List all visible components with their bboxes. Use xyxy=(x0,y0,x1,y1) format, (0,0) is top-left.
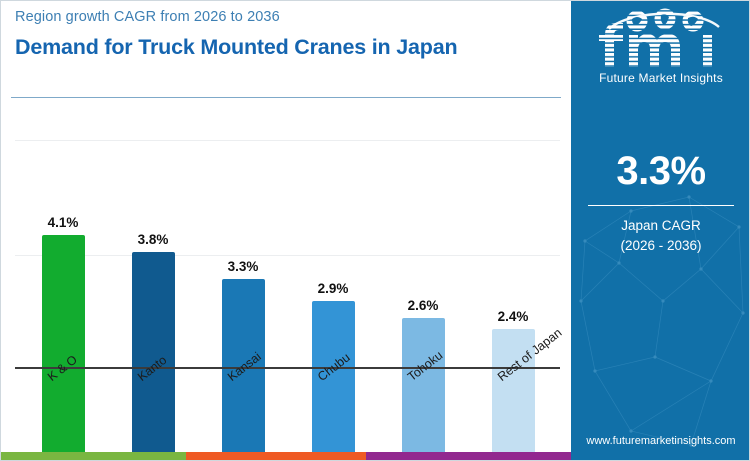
bar-chart-plot-area xyxy=(15,105,560,368)
branding-panel: Future Market Insights 3.3% Japan CAGR (… xyxy=(571,1,749,460)
color-strip-segment-purple xyxy=(365,452,571,460)
fmi-logo-mark xyxy=(599,8,720,67)
bar-value-label: 3.8% xyxy=(137,231,169,247)
x-axis-line xyxy=(15,367,560,369)
bar-group[interactable]: 4.1% xyxy=(41,96,85,460)
fmi-logo-tagline: Future Market Insights xyxy=(599,71,723,85)
color-strip-segment-green xyxy=(1,452,187,460)
stat-value: 3.3% xyxy=(616,149,706,193)
bar-rect[interactable] xyxy=(401,318,445,460)
gridline xyxy=(15,140,560,141)
bar-group[interactable]: 2.6% xyxy=(401,96,445,460)
network-pattern-decoration xyxy=(579,195,745,447)
bar-group[interactable]: 2.9% xyxy=(311,96,355,460)
gridline xyxy=(15,255,560,256)
bar-group[interactable]: 3.8% xyxy=(131,96,175,460)
stat-highlight: 3.3% Japan CAGR (2026 - 2036) xyxy=(571,149,749,255)
bar-rect[interactable] xyxy=(41,235,85,460)
chart-subtitle: Region growth CAGR from 2026 to 2036 xyxy=(15,9,280,25)
globe-americas-icon xyxy=(626,10,648,32)
bar-value-label: 2.9% xyxy=(317,281,349,297)
chart-panel: Region growth CAGR from 2026 to 2036 Dem… xyxy=(1,1,571,460)
footer-color-strip xyxy=(1,452,571,460)
website-url[interactable]: www.futuremarketinsights.com xyxy=(586,435,736,447)
bar-value-label: 3.3% xyxy=(227,259,259,275)
fmi-logo: Future Market Insights xyxy=(571,7,749,85)
page-title: Demand for Truck Mounted Cranes in Japan xyxy=(15,35,458,59)
bar-value-label: 2.6% xyxy=(407,298,439,314)
bar-rect[interactable] xyxy=(311,301,355,460)
bar-group[interactable]: 3.3% xyxy=(221,96,265,460)
bar-rect[interactable] xyxy=(491,329,535,460)
bar-value-label: 4.1% xyxy=(47,215,79,230)
stat-divider xyxy=(588,205,734,206)
stat-caption-line1: Japan CAGR xyxy=(621,218,701,233)
bar-rect[interactable] xyxy=(131,251,175,460)
bar-value-label: 2.4% xyxy=(497,309,529,325)
bar-group[interactable]: 2.4% xyxy=(491,96,535,460)
globe-europe-icon xyxy=(654,8,676,30)
color-strip-segment-orange xyxy=(186,452,366,460)
title-divider xyxy=(11,97,561,98)
bar-rect[interactable] xyxy=(221,279,265,460)
stat-caption-line2: (2026 - 2036) xyxy=(620,237,702,253)
globe-asia-icon xyxy=(682,10,704,32)
